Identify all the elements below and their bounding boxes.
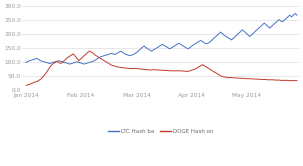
Legend: LTC Hash ba, DOGE Hash on: LTC Hash ba, DOGE Hash on bbox=[105, 127, 216, 137]
